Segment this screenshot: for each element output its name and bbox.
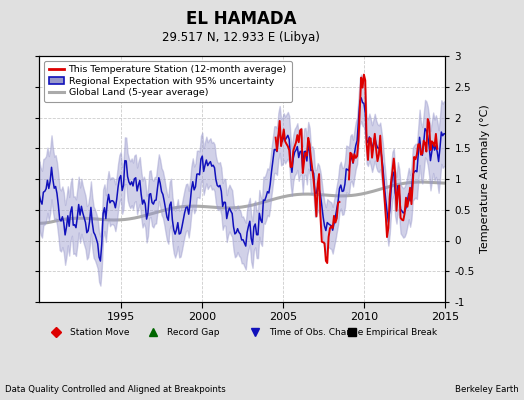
Text: Station Move: Station Move: [70, 328, 129, 337]
Text: Berkeley Earth: Berkeley Earth: [455, 386, 519, 394]
Text: EL HAMADA: EL HAMADA: [186, 10, 296, 28]
Text: Empirical Break: Empirical Break: [366, 328, 438, 337]
Text: Data Quality Controlled and Aligned at Breakpoints: Data Quality Controlled and Aligned at B…: [5, 386, 226, 394]
Text: Record Gap: Record Gap: [167, 328, 220, 337]
Text: Time of Obs. Change: Time of Obs. Change: [269, 328, 363, 337]
Y-axis label: Temperature Anomaly (°C): Temperature Anomaly (°C): [480, 105, 490, 253]
Legend: This Temperature Station (12-month average), Regional Expectation with 95% uncer: This Temperature Station (12-month avera…: [44, 61, 291, 102]
Text: 29.517 N, 12.933 E (Libya): 29.517 N, 12.933 E (Libya): [162, 31, 320, 44]
